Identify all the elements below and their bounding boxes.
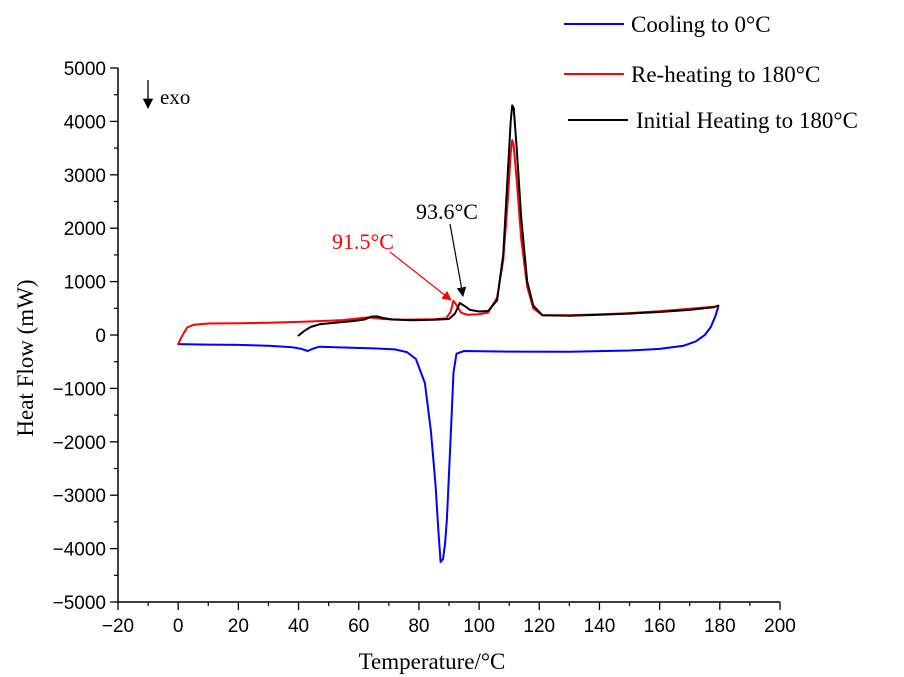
legend: Cooling to 0°C Re-heating to 180°C Initi… — [564, 12, 858, 133]
y-tick-label: −2000 — [53, 433, 106, 454]
annotation-91-5-arrow — [389, 251, 452, 301]
series-line-initial-heating — [297, 104, 720, 337]
annotation-91-5: 91.5°C — [332, 229, 452, 301]
y-axis-title: Heat Flow (mW) — [13, 279, 38, 436]
y-tick-label: 0 — [95, 326, 106, 347]
y-tick-label: −3000 — [53, 486, 106, 507]
x-tick-label: 60 — [348, 616, 369, 637]
series-group — [177, 104, 720, 563]
x-tick-label: 20 — [228, 616, 249, 637]
legend-label-reheating: Re-heating to 180°C — [631, 62, 820, 87]
legend-label-cooling: Cooling to 0°C — [631, 12, 771, 37]
y-tick-label: 3000 — [64, 166, 106, 187]
legend-label-initial-heating: Initial Heating to 180°C — [636, 108, 858, 133]
x-axis-title: Temperature/°C — [359, 649, 506, 674]
x-tick-label: 160 — [644, 616, 676, 637]
y-tick-label: −4000 — [53, 540, 106, 561]
x-tick-label: −20 — [102, 616, 134, 637]
y-tick-label: 2000 — [64, 219, 106, 240]
x-tick-label: 100 — [463, 616, 495, 637]
y-axis-ticks: −5000 −4000 −3000 −2000 −1000 0 1000 2000 3000 40… — [53, 59, 118, 614]
legend-item-initial-heating: Initial Heating to 180°C — [568, 108, 858, 133]
legend-item-cooling: Cooling to 0°C — [564, 12, 771, 37]
annotation-91-5-label: 91.5°C — [332, 229, 394, 254]
x-tick-label: 200 — [764, 616, 796, 637]
exo-label: exo — [160, 85, 190, 109]
y-tick-label: 5000 — [64, 59, 106, 80]
series-line-cooling — [177, 305, 720, 563]
x-tick-label: 0 — [173, 616, 184, 637]
y-tick-label: 1000 — [64, 273, 106, 294]
x-tick-label: 120 — [523, 616, 555, 637]
y-tick-label: −1000 — [53, 379, 106, 400]
y-tick-label: 4000 — [64, 112, 106, 133]
x-tick-label: 140 — [584, 616, 616, 637]
annotation-93-6: 93.6°C — [416, 199, 478, 297]
x-axis-ticks: −20 0 20 40 60 80 100 120 140 160 180 200 — [102, 602, 796, 637]
x-tick-label: 180 — [704, 616, 736, 637]
x-tick-label: 40 — [288, 616, 309, 637]
annotation-93-6-label: 93.6°C — [416, 199, 478, 224]
y-tick-label: −5000 — [53, 593, 106, 614]
annotation-93-6-arrow — [449, 223, 467, 297]
x-tick-label: 80 — [408, 616, 429, 637]
legend-item-reheating: Re-heating to 180°C — [564, 62, 820, 87]
